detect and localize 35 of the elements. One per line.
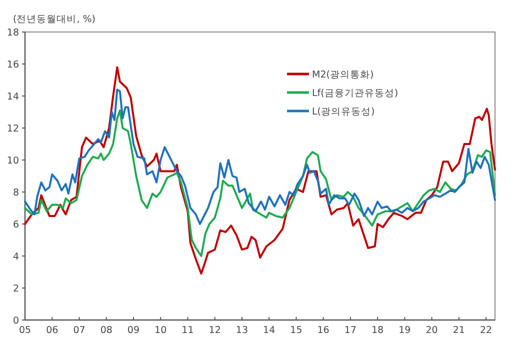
line-series	[24, 109, 496, 257]
y-tick-label: 6	[12, 220, 19, 230]
x-tick-label: 17	[344, 325, 356, 336]
y-tick-label: 0	[12, 316, 19, 326]
y-tick-label: 2	[12, 284, 19, 294]
y-tick-label: 4	[12, 252, 19, 262]
y-tick-label: 16	[6, 60, 19, 70]
x-tick-label: 14	[263, 325, 276, 336]
legend-label: M2(광의통화)	[312, 70, 374, 80]
x-tick-label: 22	[480, 325, 492, 336]
x-tick-label: 07	[73, 325, 86, 336]
x-tick-label: 11	[182, 325, 194, 336]
x-tick-label: 19	[398, 325, 411, 336]
x-tick-label: 13	[236, 325, 248, 336]
x-tick-label: 18	[372, 325, 384, 336]
y-tick-label: 12	[6, 124, 19, 134]
x-tick-label: 06	[46, 325, 58, 336]
x-tick-label: 10	[154, 325, 167, 336]
y-tick-label: 10	[6, 156, 19, 166]
x-tick-label: 20	[426, 325, 438, 336]
x-tick-label: 05	[18, 325, 32, 336]
line-series	[24, 66, 496, 275]
x-tick-label: 15	[290, 325, 302, 336]
x-tick-label: 16	[317, 325, 330, 336]
x-tick-label: 12	[208, 325, 221, 336]
y-tick-label: 18	[6, 28, 19, 38]
legend-label: Lf(금융기관유동성)	[312, 88, 398, 99]
x-tick-label: 21	[452, 325, 465, 336]
line-series	[24, 88, 496, 225]
x-tick-label: 08	[100, 325, 112, 336]
y-tick-label: 8	[12, 188, 19, 198]
legend-label: L(광의유동성)	[312, 106, 375, 118]
y-axis-title: (전년동월대비, %)	[13, 14, 96, 25]
y-tick-label: 14	[6, 92, 19, 102]
x-tick-label: 09	[127, 325, 140, 336]
